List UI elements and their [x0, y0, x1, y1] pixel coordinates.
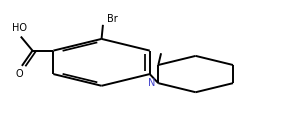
Text: HO: HO: [12, 23, 27, 33]
Text: O: O: [15, 69, 23, 79]
Text: Br: Br: [107, 14, 118, 24]
Text: N: N: [148, 78, 155, 88]
